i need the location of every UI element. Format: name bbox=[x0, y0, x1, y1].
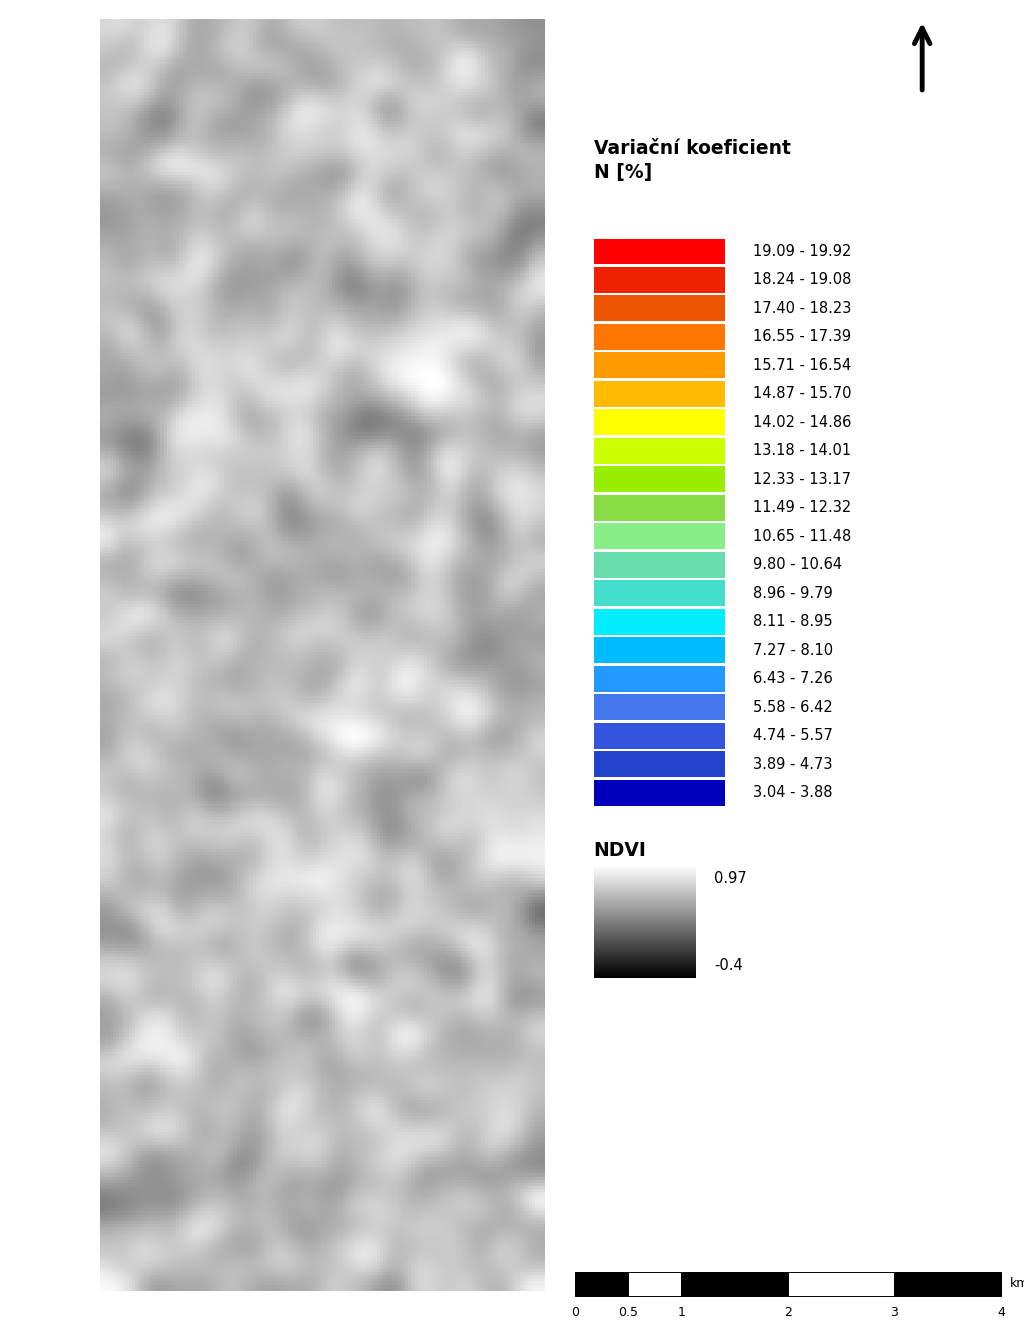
Text: 8.11 - 8.95: 8.11 - 8.95 bbox=[754, 615, 833, 629]
Bar bbox=[594, 723, 725, 749]
Text: 9.80 - 10.64: 9.80 - 10.64 bbox=[754, 558, 843, 572]
Bar bbox=[594, 610, 725, 635]
Bar bbox=[594, 437, 725, 464]
Bar bbox=[594, 409, 725, 435]
Bar bbox=[594, 325, 725, 350]
Text: 1: 1 bbox=[678, 1306, 685, 1320]
Bar bbox=[594, 238, 725, 265]
Bar bbox=[629, 1272, 682, 1296]
Text: 3.89 - 4.73: 3.89 - 4.73 bbox=[754, 757, 833, 771]
Text: 13.18 - 14.01: 13.18 - 14.01 bbox=[754, 444, 851, 458]
Text: 10.65 - 11.48: 10.65 - 11.48 bbox=[754, 529, 852, 543]
Bar bbox=[594, 779, 725, 806]
Text: 11.49 - 12.32: 11.49 - 12.32 bbox=[754, 501, 852, 515]
Text: -0.4: -0.4 bbox=[714, 958, 742, 973]
Bar bbox=[594, 665, 725, 692]
Text: 7.27 - 8.10: 7.27 - 8.10 bbox=[754, 643, 834, 657]
Bar bbox=[594, 523, 725, 549]
Text: 0.97: 0.97 bbox=[714, 871, 746, 885]
Bar bbox=[594, 496, 725, 521]
Bar bbox=[575, 1272, 629, 1296]
Text: 0: 0 bbox=[571, 1306, 579, 1320]
Bar bbox=[594, 295, 725, 322]
Text: 5.58 - 6.42: 5.58 - 6.42 bbox=[754, 700, 833, 714]
Text: 3: 3 bbox=[891, 1306, 898, 1320]
Text: 14.87 - 15.70: 14.87 - 15.70 bbox=[754, 387, 852, 401]
Text: km: km bbox=[1010, 1277, 1024, 1291]
Text: Variační koeficient
N [%]: Variační koeficient N [%] bbox=[594, 139, 791, 182]
Bar bbox=[594, 694, 725, 721]
Bar bbox=[594, 637, 725, 664]
Text: 15.71 - 16.54: 15.71 - 16.54 bbox=[754, 358, 852, 372]
Text: 14.02 - 14.86: 14.02 - 14.86 bbox=[754, 415, 852, 429]
Text: 18.24 - 19.08: 18.24 - 19.08 bbox=[754, 273, 852, 288]
Bar bbox=[594, 268, 725, 293]
Text: NDVI: NDVI bbox=[594, 841, 646, 860]
Bar bbox=[594, 751, 725, 776]
Bar bbox=[894, 1272, 1000, 1296]
Text: 16.55 - 17.39: 16.55 - 17.39 bbox=[754, 330, 851, 344]
Bar bbox=[594, 466, 725, 493]
Text: 6.43 - 7.26: 6.43 - 7.26 bbox=[754, 672, 833, 686]
Text: 4: 4 bbox=[997, 1306, 1005, 1320]
Text: 8.96 - 9.79: 8.96 - 9.79 bbox=[754, 586, 833, 600]
Text: 19.09 - 19.92: 19.09 - 19.92 bbox=[754, 244, 852, 258]
Bar bbox=[594, 553, 725, 578]
Text: 2: 2 bbox=[784, 1306, 792, 1320]
Bar bbox=[594, 352, 725, 379]
Text: 12.33 - 13.17: 12.33 - 13.17 bbox=[754, 472, 851, 486]
Bar bbox=[594, 580, 725, 607]
Bar bbox=[682, 1272, 787, 1296]
Text: 4.74 - 5.57: 4.74 - 5.57 bbox=[754, 729, 834, 743]
Bar bbox=[594, 382, 725, 407]
Text: 3.04 - 3.88: 3.04 - 3.88 bbox=[754, 786, 833, 800]
Text: 17.40 - 18.23: 17.40 - 18.23 bbox=[754, 301, 852, 315]
Text: 0.5: 0.5 bbox=[618, 1306, 638, 1320]
Bar bbox=[787, 1272, 894, 1296]
